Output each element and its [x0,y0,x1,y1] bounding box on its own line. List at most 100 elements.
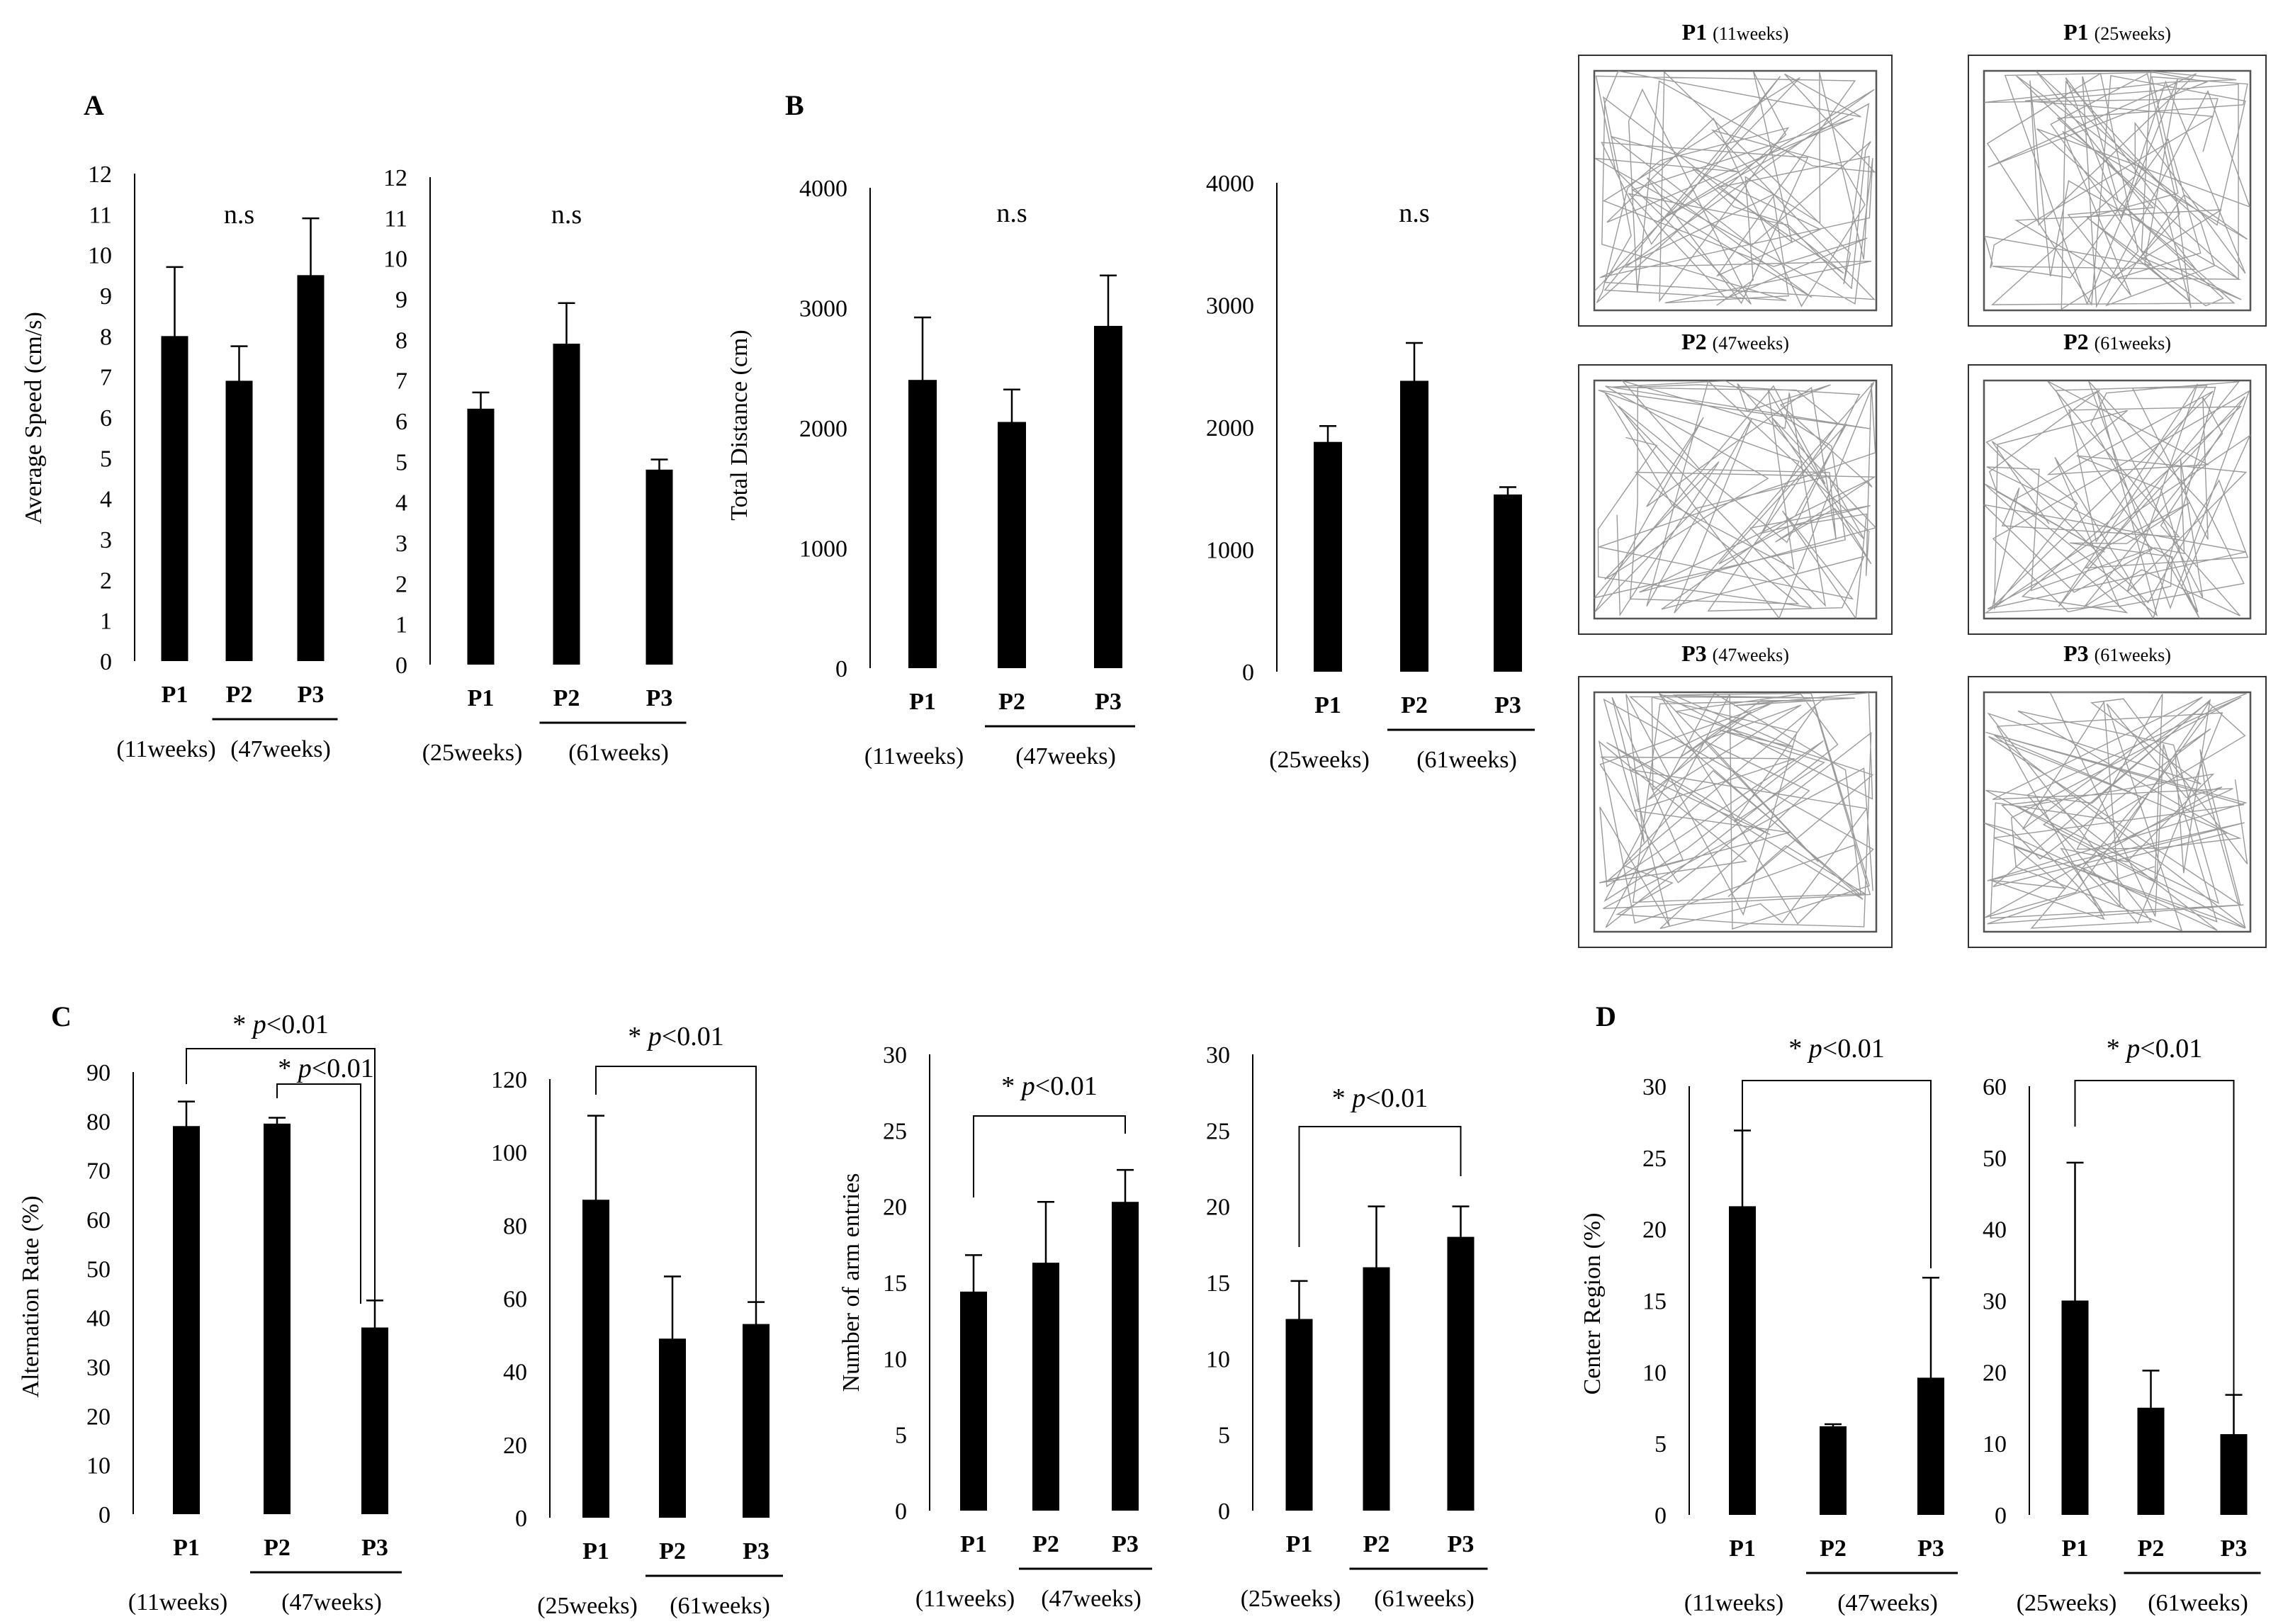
y-tick-label: 6 [395,409,407,435]
category-label-p1: P1 [468,685,495,711]
category-label-p2: P2 [2138,1535,2165,1562]
y-tick-label: 40 [86,1306,111,1332]
y-tick-label: 11 [384,205,407,232]
y-tick-label: 3 [100,527,112,553]
y-tick-label: 100 [491,1140,527,1166]
y-tick-label: 11 [89,202,112,228]
y-tick-label: 10 [883,1346,907,1372]
y-tick-label: 7 [395,368,407,395]
y-tick-label: 0 [1995,1503,2007,1529]
y-tick-label: 20 [1983,1360,2007,1386]
bracket-line [2074,1080,2235,1424]
category-label-p2: P2 [1401,692,1428,718]
y-tick-label: 1 [100,609,112,635]
y-tick-label: 5 [1218,1423,1230,1449]
category-label-p3: P3 [743,1538,770,1564]
y-tick-label: 80 [503,1213,527,1239]
bar-p1 [467,408,495,665]
category-label-p2: P2 [226,682,253,708]
track-plot-p2-3: P2 (61weeks) [1968,329,2267,635]
sublabel-p2p3: (61weeks) [2148,1590,2248,1616]
track-path [1983,692,2248,932]
chart-c2: 0 20 40 60 80 100 120 P1 P2 P3 (25weeks) (61weeks) [491,1067,783,1619]
sublabel-p1: (25weeks) [1241,1586,1341,1612]
y-tick-label: 25 [1206,1118,1230,1144]
arena-border [1983,69,2252,312]
y-tick-label: 12 [88,162,112,188]
y-tick-label: 20 [883,1195,907,1221]
category-label-p2: P2 [659,1538,686,1564]
y-tick-label: 30 [1983,1289,2007,1315]
category-label-p2: P2 [553,685,580,711]
sublabel-p1: (25weeks) [1269,747,1370,773]
sig-bracket-d2: * p<0.01 [2074,1034,2235,1424]
y-tick-label: 0 [515,1506,527,1532]
y-tick-label: 3000 [799,296,847,322]
sig-label: * p<0.01 [278,1054,373,1083]
bar-p2 [1400,380,1428,672]
track-title: P2 (61weeks) [2063,329,2171,354]
track-path [1982,380,2251,620]
bar-p3 [297,275,325,661]
category-label-p3: P3 [646,685,673,711]
sublabel-p1: (11weeks) [1684,1590,1783,1616]
sig-bracket-c4: * p<0.01 [1298,1083,1462,1247]
sublabel-p2p3: (47weeks) [1015,743,1116,769]
category-label-p2: P2 [1820,1535,1847,1562]
sublabel-p1: (25weeks) [537,1593,638,1619]
y-tick-label: 0 [1242,660,1254,686]
y-tick-label: 30 [86,1355,111,1381]
y-tick-label: 30 [1642,1074,1667,1100]
y-tick-label: 15 [1206,1270,1230,1297]
annotation-ns: n.s [224,200,254,230]
y-tick-label: 60 [503,1287,527,1313]
y-tick-label: 0 [895,1499,907,1525]
sublabel-p2p3: (61weeks) [568,740,669,766]
sublabel-p2p3: (47weeks) [1041,1586,1142,1612]
y-axis-label: Alternation Rate (%) [18,1195,44,1397]
category-label-p2: P2 [1363,1531,1390,1557]
track-title: P1 (25weeks) [2063,19,2171,45]
category-label-p2: P2 [998,689,1025,715]
sig-label: * p<0.01 [232,1010,328,1039]
sig-label: * p<0.01 [1332,1083,1428,1113]
y-tick-label: 10 [88,243,112,269]
track-frame [1968,55,2267,327]
category-label-p1: P1 [1729,1535,1756,1562]
y-tick-label: 4 [395,490,407,517]
category-label-p2: P2 [264,1535,291,1561]
y-tick-label: 1000 [1206,538,1254,564]
category-label-p1: P1 [1314,692,1341,718]
y-tick-label: 2 [395,571,407,597]
chart-c3: 0 5 10 15 20 25 30 Number of arm entries P1 P2 P3 (… [838,1042,1152,1612]
category-label-p1: P1 [582,1538,609,1564]
y-tick-label: 9 [395,287,407,313]
category-label-p1: P1 [162,682,188,708]
y-tick-label: 4000 [799,176,847,202]
sig-label: * p<0.01 [2107,1034,2202,1064]
y-axis-label: Number of arm entries [838,1173,864,1392]
bar-p3 [1112,1202,1139,1511]
y-tick-label: 3000 [1206,293,1254,320]
y-tick-label: 90 [86,1060,111,1086]
y-tick-label: 0 [1655,1503,1667,1529]
sublabel-p2p3: (47weeks) [281,1589,382,1615]
sublabel-p1: (11weeks) [128,1589,227,1615]
bar-p2 [998,422,1026,668]
category-label-p1: P1 [909,689,936,715]
y-tick-label: 10 [1206,1346,1230,1372]
sig-label: * p<0.01 [1788,1034,1884,1064]
y-tick-label: 30 [883,1042,907,1068]
category-label-p3: P3 [361,1535,388,1561]
y-tick-label: 4 [100,487,112,513]
bar-p2 [264,1123,291,1514]
y-tick-label: 30 [1206,1042,1230,1068]
y-tick-label: 60 [1983,1074,2007,1100]
category-label-p2: P2 [1032,1531,1059,1557]
sublabel-p2p3: (47weeks) [230,736,331,762]
y-tick-label: 5 [395,449,407,475]
